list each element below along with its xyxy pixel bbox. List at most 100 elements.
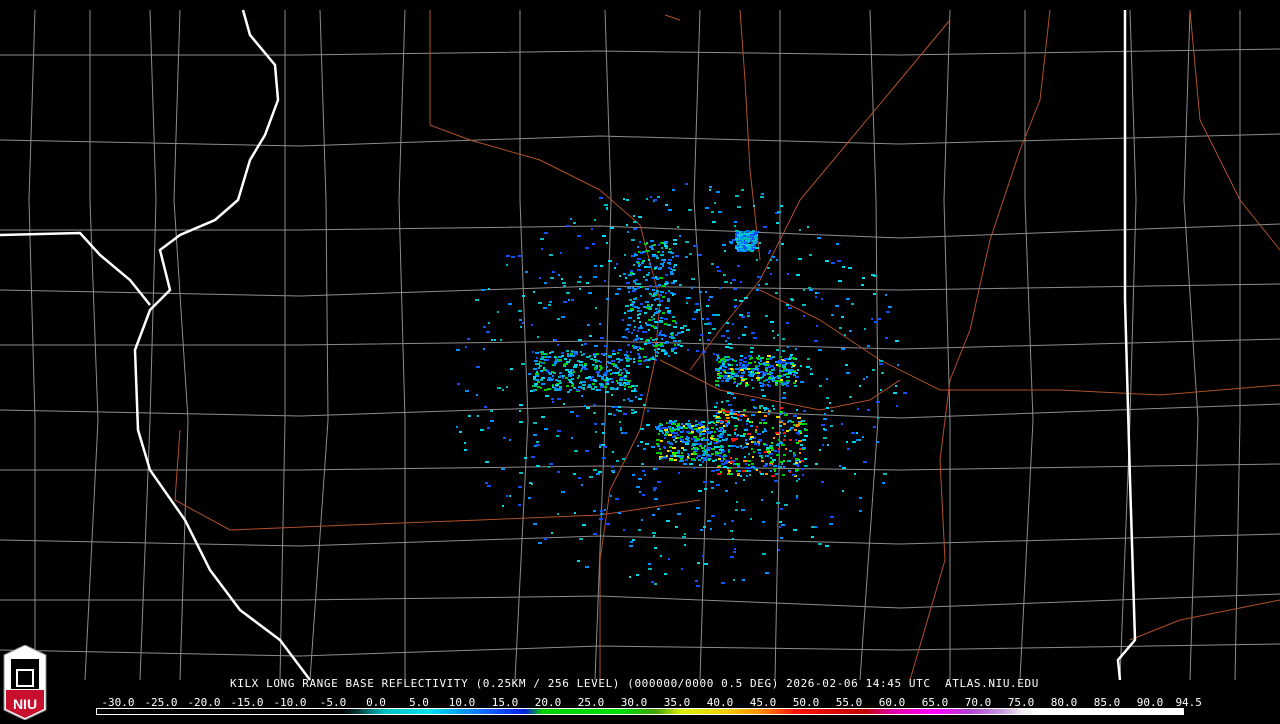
echo-pixel: [633, 288, 637, 290]
echo-pixel: [571, 437, 573, 439]
echo-pixel: [802, 447, 806, 449]
echo-pixel: [783, 466, 785, 468]
echo-pixel: [653, 244, 656, 246]
echo-pixel: [590, 379, 593, 381]
echo-pixel: [685, 241, 689, 243]
echo-pixel: [728, 472, 730, 474]
echo-pixel: [728, 368, 730, 370]
echo-pixel: [637, 246, 639, 248]
echo-pixel: [501, 468, 505, 470]
echo-pixel: [667, 422, 671, 424]
echo-pixel: [866, 376, 868, 378]
county-line: [594, 9, 612, 681]
echo-pixel: [549, 463, 553, 465]
echo-pixel: [582, 381, 586, 383]
echo-pixel: [734, 433, 736, 435]
echo-pixel: [616, 358, 618, 360]
echo-pixel: [720, 471, 722, 473]
echo-pixel: [544, 428, 548, 430]
echo-pixel: [551, 398, 554, 400]
echo-pixel: [668, 209, 672, 211]
echo-pixel: [660, 555, 662, 557]
echo-pixel: [765, 379, 768, 381]
echo-pixel: [641, 286, 643, 288]
echo-pixel: [885, 294, 887, 296]
echo-pixel: [733, 288, 737, 290]
echo-pixel: [551, 371, 554, 373]
echo-pixel: [627, 287, 631, 289]
echo-pixel: [796, 409, 798, 411]
echo-pixel: [836, 243, 839, 245]
echo-pixel: [635, 396, 637, 398]
echo-pixel: [668, 558, 670, 560]
echo-pixel: [790, 427, 794, 429]
echo-pixel: [698, 490, 702, 492]
echo-pixel: [710, 441, 712, 443]
echo-pixel: [792, 370, 796, 372]
echo-pixel: [485, 482, 488, 484]
echo-pixel: [590, 358, 593, 360]
echo-pixel: [726, 417, 730, 419]
echo-pixel: [857, 408, 859, 410]
echo-pixel: [695, 580, 698, 582]
echo-pixel: [671, 332, 674, 334]
echo-pixel: [641, 519, 643, 521]
echo-pixel: [674, 452, 677, 454]
echo-pixel: [528, 497, 531, 499]
echo-pixel: [626, 328, 629, 330]
echo-pixel: [698, 254, 702, 256]
echo-pixel: [664, 573, 667, 575]
echo-pixel: [559, 386, 562, 388]
echo-pixel: [686, 441, 689, 443]
echo-pixel: [593, 359, 597, 361]
echo-pixel: [665, 247, 668, 249]
echo-pixel: [775, 432, 779, 434]
echo-pixel: [547, 388, 551, 390]
echo-pixel: [751, 448, 753, 450]
echo-pixel: [750, 244, 754, 246]
echo-pixel: [757, 441, 760, 443]
echo-pixel: [780, 379, 783, 381]
echo-pixel: [751, 399, 755, 401]
county-line: [1234, 10, 1241, 681]
echo-pixel: [611, 470, 615, 472]
echo-pixel: [664, 323, 667, 325]
echo-pixel: [626, 365, 630, 367]
echo-pixel: [678, 424, 680, 426]
echo-pixel: [831, 314, 834, 316]
echo-pixel: [830, 425, 833, 427]
echo-pixel: [717, 384, 719, 386]
echo-pixel: [652, 255, 655, 257]
echo-pixel: [701, 426, 705, 428]
echo-pixel: [658, 452, 662, 454]
echo-pixel: [656, 290, 659, 292]
echo-pixel: [581, 387, 585, 389]
echo-pixel: [761, 457, 763, 459]
echo-pixel: [752, 456, 754, 458]
echo-pixel: [730, 461, 733, 463]
echo-pixel: [534, 385, 537, 387]
echo-pixel: [752, 240, 756, 242]
echo-pixel: [568, 379, 572, 381]
legend-label: 90.0: [1136, 696, 1164, 709]
echo-pixel: [518, 486, 522, 488]
echo-pixel: [637, 445, 639, 447]
echo-pixel: [536, 465, 540, 467]
echo-pixel: [730, 282, 732, 284]
echo-pixel: [743, 247, 747, 249]
echo-pixel: [608, 260, 612, 262]
echo-pixel: [506, 255, 510, 257]
echo-pixel: [708, 443, 710, 445]
echo-pixel: [682, 536, 686, 538]
echo-pixel: [627, 231, 629, 233]
echo-pixel: [829, 523, 833, 525]
echo-pixel: [627, 398, 630, 400]
legend-label: -10.0: [273, 696, 307, 709]
echo-pixel: [735, 236, 737, 238]
echo-pixel: [651, 581, 654, 583]
echo-pixel: [456, 349, 460, 351]
echo-pixel: [639, 313, 641, 315]
echo-pixel: [796, 497, 798, 499]
echo-pixel: [724, 356, 728, 358]
echo-pixel: [743, 460, 747, 462]
